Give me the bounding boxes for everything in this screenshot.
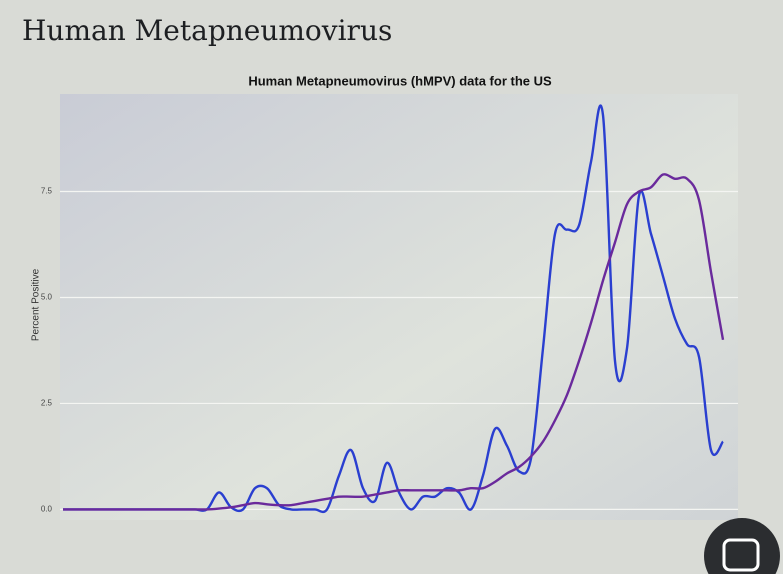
y-tick-label: 5.0 [41,293,53,302]
y-tick-label: 2.5 [41,399,53,408]
chart-title: Human Metapneumovirus (hMPV) data for th… [248,73,552,88]
capture-button[interactable] [704,518,780,574]
plot-area [60,94,738,520]
series-line [62,173,725,511]
y-tick-label: 0.0 [41,505,53,514]
y-axis-label: Percent Positive [31,268,42,341]
y-tick-label: 7.5 [41,187,53,196]
page-title: Human Metapneumovirus [22,14,393,47]
